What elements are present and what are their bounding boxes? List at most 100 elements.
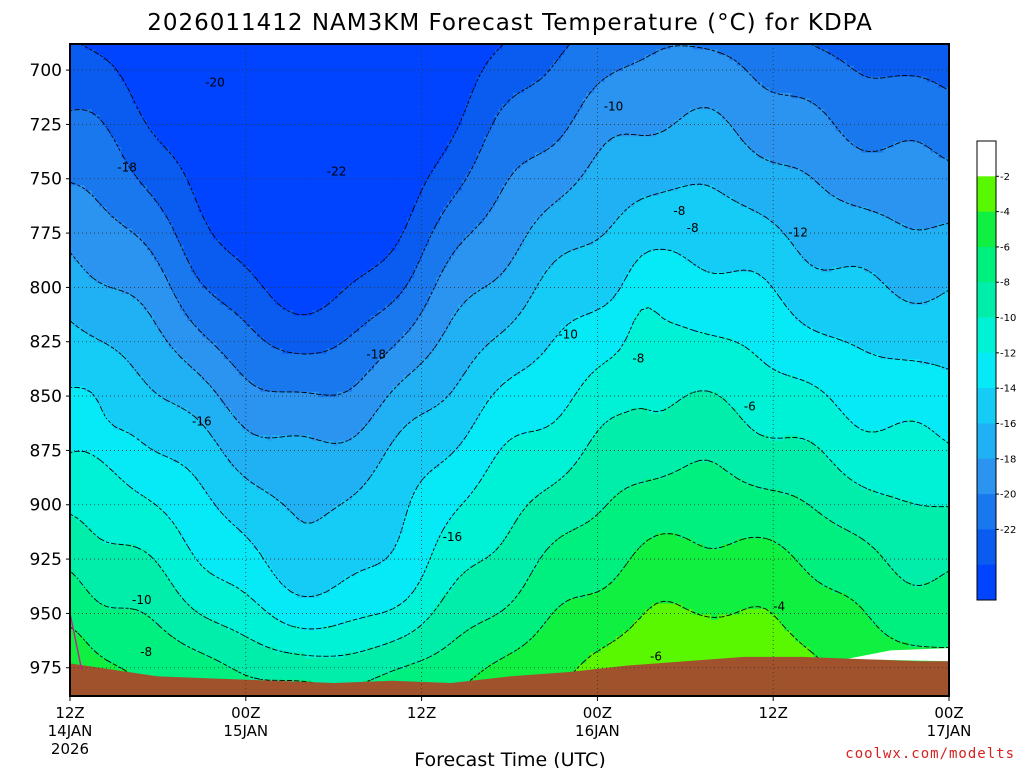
temperature-cell [99,386,103,392]
temperature-cell [202,294,206,300]
temperature-cell [151,223,155,229]
temperature-cell [162,327,166,333]
temperature-cell [195,615,199,621]
temperature-cell [114,381,118,387]
temperature-cell [88,631,92,637]
temperature-cell [103,202,107,208]
temperature-cell [165,462,169,468]
temperature-cell [213,278,217,284]
temperature-cell [220,375,224,381]
temperature-cell [136,473,140,479]
temperature-cell [162,609,166,615]
temperature-cell [143,174,147,180]
temperature-cell [165,196,169,202]
temperature-cell [132,511,136,517]
temperature-cell [206,240,210,246]
temperature-cell [191,77,195,83]
temperature-cell [187,55,191,61]
temperature-cell [213,174,217,180]
temperature-cell [121,365,125,371]
temperature-cell [85,653,89,659]
temperature-cell [184,669,188,675]
temperature-cell [206,104,210,110]
temperature-cell [136,283,140,289]
temperature-cell [88,115,92,121]
temperature-cell [81,468,85,474]
temperature-cell [191,359,195,365]
temperature-cell [107,522,111,528]
temperature-cell [217,538,221,544]
temperature-cell [209,560,213,566]
temperature-cell [85,289,89,295]
temperature-cell [118,256,122,262]
temperature-cell [176,87,180,93]
temperature-cell [158,49,162,55]
temperature-cell [147,120,151,126]
temperature-cell [206,212,210,218]
temperature-cell [206,435,210,441]
temperature-cell [140,250,144,256]
temperature-cell [206,663,210,669]
temperature-cell [158,223,162,229]
temperature-cell [154,479,158,485]
temperature-cell [118,517,122,523]
temperature-cell [125,98,129,104]
temperature-cell [136,403,140,409]
temperature-cell [77,316,81,322]
temperature-cell [198,457,202,463]
temperature-cell [184,66,188,72]
temperature-cell [184,185,188,191]
temperature-cell [151,625,155,631]
temperature-cell [114,419,118,425]
temperature-cell [110,77,114,83]
temperature-cell [107,104,111,110]
temperature-cell [88,517,92,523]
temperature-cell [114,131,118,137]
temperature-cell [195,669,199,675]
temperature-cell [195,49,199,55]
temperature-cell [88,169,92,175]
temperature-cell [107,397,111,403]
temperature-cell [99,245,103,251]
temperature-cell [88,153,92,159]
temperature-cell [88,87,92,93]
temperature-cell [209,452,213,458]
temperature-cell [110,473,114,479]
temperature-cell [165,392,169,398]
temperature-cell [165,381,169,387]
temperature-cell [136,93,140,99]
temperature-cell [107,446,111,452]
temperature-cell [206,278,210,284]
temperature-cell [213,256,217,262]
temperature-cell [162,82,166,88]
temperature-cell [143,528,147,534]
temperature-cell [96,212,100,218]
temperature-cell [213,441,217,447]
temperature-cell [217,544,221,550]
temperature-cell [220,131,224,137]
temperature-cell [206,528,210,534]
temperature-cell [140,126,144,132]
temperature-cell [191,354,195,360]
temperature-cell [158,669,162,675]
temperature-cell [110,294,114,300]
temperature-cell [162,256,166,262]
temperature-cell [209,658,213,664]
temperature-cell [220,55,224,61]
temperature-cell [176,620,180,626]
temperature-cell [191,381,195,387]
temperature-cell [176,256,180,262]
temperature-cell [125,609,129,615]
temperature-cell [114,278,118,284]
temperature-cell [154,289,158,295]
temperature-cell [187,321,191,327]
temperature-cell [136,212,140,218]
temperature-cell [184,207,188,213]
temperature-cell [99,403,103,409]
temperature-cell [213,229,217,235]
temperature-cell [162,517,166,523]
temperature-cell [132,490,136,496]
temperature-cell [147,522,151,528]
temperature-cell [110,549,114,555]
temperature-cell [176,419,180,425]
